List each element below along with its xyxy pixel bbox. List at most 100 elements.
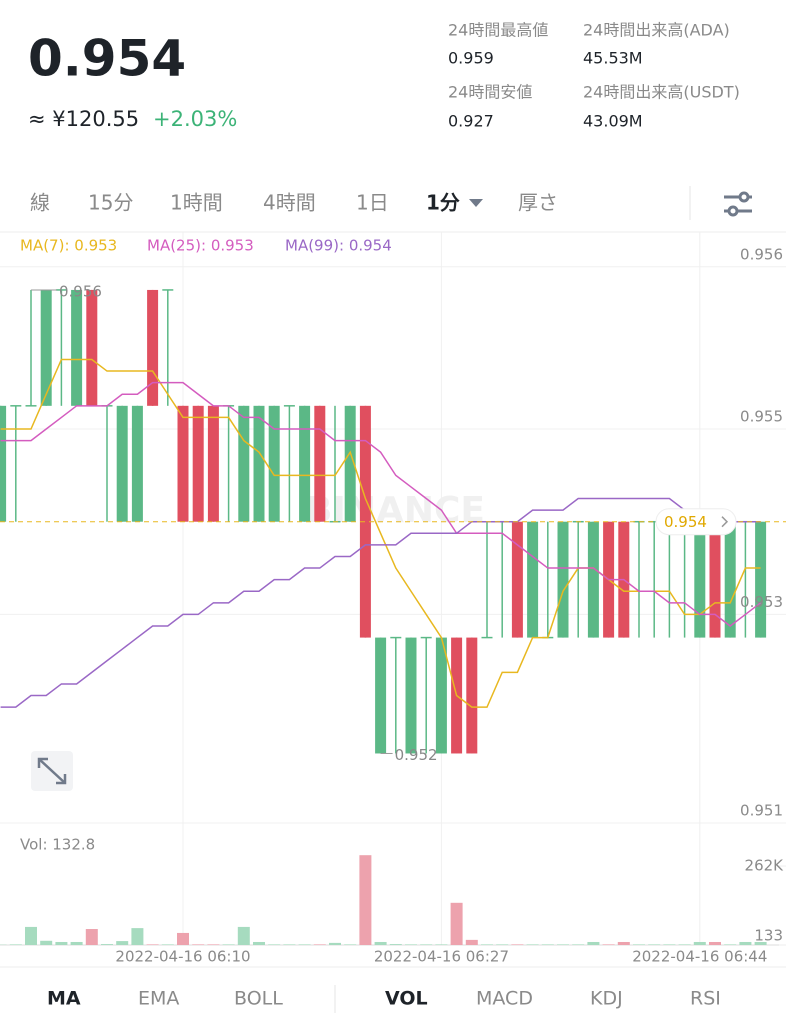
indicator-tab[interactable]: MACD xyxy=(476,988,533,1010)
settings-icon[interactable] xyxy=(724,191,752,217)
volume-bar xyxy=(222,944,235,945)
candle-body xyxy=(40,289,52,406)
volume-bar xyxy=(511,944,524,945)
volume-bar xyxy=(496,944,509,945)
candle-body xyxy=(238,405,250,522)
volume-bar xyxy=(602,944,615,945)
candle-body xyxy=(435,637,447,754)
interval-tab-selected[interactable]: 1分 xyxy=(426,191,460,215)
indicator-tab[interactable]: BOLL xyxy=(234,988,283,1010)
stat-label: 24時間出来高(ADA) xyxy=(583,21,730,40)
volume-bar xyxy=(85,929,98,945)
volume-bar xyxy=(405,944,417,945)
volume-bar xyxy=(709,941,721,945)
volume-bar xyxy=(420,944,433,945)
ma-line xyxy=(0,497,761,708)
interval-tab[interactable]: 厚さ xyxy=(518,191,558,215)
interval-tab[interactable]: 4時間 xyxy=(263,191,316,215)
candle-body xyxy=(694,521,706,638)
volume-bar xyxy=(237,926,250,945)
candle-body xyxy=(71,289,83,406)
volume-bar xyxy=(359,855,372,945)
volume-tick-label: 262K xyxy=(745,857,785,875)
indicator-tab-selected[interactable]: MA xyxy=(47,988,81,1010)
interval-tab[interactable]: 15分 xyxy=(88,191,133,215)
indicator-tab-selected[interactable]: VOL xyxy=(385,988,428,1010)
volume-bar xyxy=(329,942,341,945)
high-label: 0.956 xyxy=(59,282,102,300)
x-tick-label: 2022-04-16 06:44 xyxy=(632,948,767,966)
volume-tick-label: 133 xyxy=(754,927,783,945)
volume-bar xyxy=(192,944,205,945)
y-tick-label: 0.955 xyxy=(740,408,783,426)
indicator-tab[interactable]: KDJ xyxy=(590,988,623,1010)
candle-body xyxy=(359,405,371,638)
candle-body xyxy=(253,405,265,522)
chart: 2022-04-16 06:10 2022-04-16 06:27 2022-04-… xyxy=(0,232,786,966)
last-price-label: 0.954 xyxy=(664,513,707,531)
x-tick-label: 2022-04-16 06:10 xyxy=(115,948,250,966)
ma-line xyxy=(0,358,761,708)
watermark: BINANCE xyxy=(305,490,485,531)
volume-bar xyxy=(450,902,463,945)
volume-bar xyxy=(313,944,326,945)
volume-bar xyxy=(283,944,296,945)
candle-body xyxy=(755,521,767,638)
volume-bar xyxy=(344,944,357,945)
volume-bar xyxy=(40,940,53,945)
volume-bar xyxy=(131,928,144,945)
interval-tab[interactable]: 線 xyxy=(30,191,50,215)
candle-body xyxy=(587,521,599,638)
volume-bar xyxy=(298,944,311,945)
legend-entry: MA(25): 0.953 xyxy=(147,237,254,255)
candle-body xyxy=(147,289,159,406)
candle-body xyxy=(511,521,523,638)
volume-bar xyxy=(146,944,159,945)
volume-bar xyxy=(481,944,493,945)
interval-tab[interactable]: 1時間 xyxy=(170,191,223,215)
low-label: 0.952 xyxy=(395,746,438,764)
indicator-tab[interactable]: RSI xyxy=(690,988,721,1010)
candle-body xyxy=(192,405,204,522)
stat-value: 0.959 xyxy=(448,49,494,68)
volume-bar xyxy=(374,941,387,945)
volume-bar xyxy=(25,926,37,945)
volume-bar xyxy=(724,944,737,945)
volume-bar xyxy=(572,944,585,945)
volume-bar xyxy=(253,941,265,945)
volume-bar xyxy=(116,941,129,945)
candle-body xyxy=(131,405,143,522)
badge-arrow xyxy=(721,516,729,528)
candle-body xyxy=(405,637,417,754)
volume-bar xyxy=(617,941,630,945)
candle-body xyxy=(177,405,189,522)
volume-bar xyxy=(389,944,402,945)
stat-label: 24時間出来高(USDT) xyxy=(583,83,740,102)
volume-bar xyxy=(268,944,281,945)
candle-body xyxy=(268,405,280,522)
volume-bar xyxy=(541,944,554,945)
stat-value: 0.927 xyxy=(448,112,494,131)
candle-body xyxy=(375,637,387,754)
candle-body xyxy=(466,637,478,754)
indicator-tab[interactable]: EMA xyxy=(138,988,179,1010)
legend-entry: MA(7): 0.953 xyxy=(20,237,117,255)
volume-bar xyxy=(587,941,600,945)
y-tick-label: 0.953 xyxy=(740,593,783,611)
volume-bar xyxy=(435,944,448,945)
interval-tab[interactable]: 1日 xyxy=(356,191,389,215)
volume-bar xyxy=(557,944,569,945)
volume-bar xyxy=(9,944,22,945)
change: +2.03% xyxy=(153,107,237,131)
x-tick-label: 2022-04-16 06:27 xyxy=(374,948,509,966)
volume-bar xyxy=(693,941,706,945)
dropdown-arrow[interactable] xyxy=(469,199,483,207)
volume-bar xyxy=(754,941,767,945)
expand-button[interactable] xyxy=(31,751,73,791)
volume-bar xyxy=(55,941,68,945)
volume-bar xyxy=(526,944,539,945)
volume-bar xyxy=(207,944,220,945)
candle-body xyxy=(299,405,311,522)
candle-body xyxy=(557,521,569,638)
candle-body xyxy=(86,289,98,406)
